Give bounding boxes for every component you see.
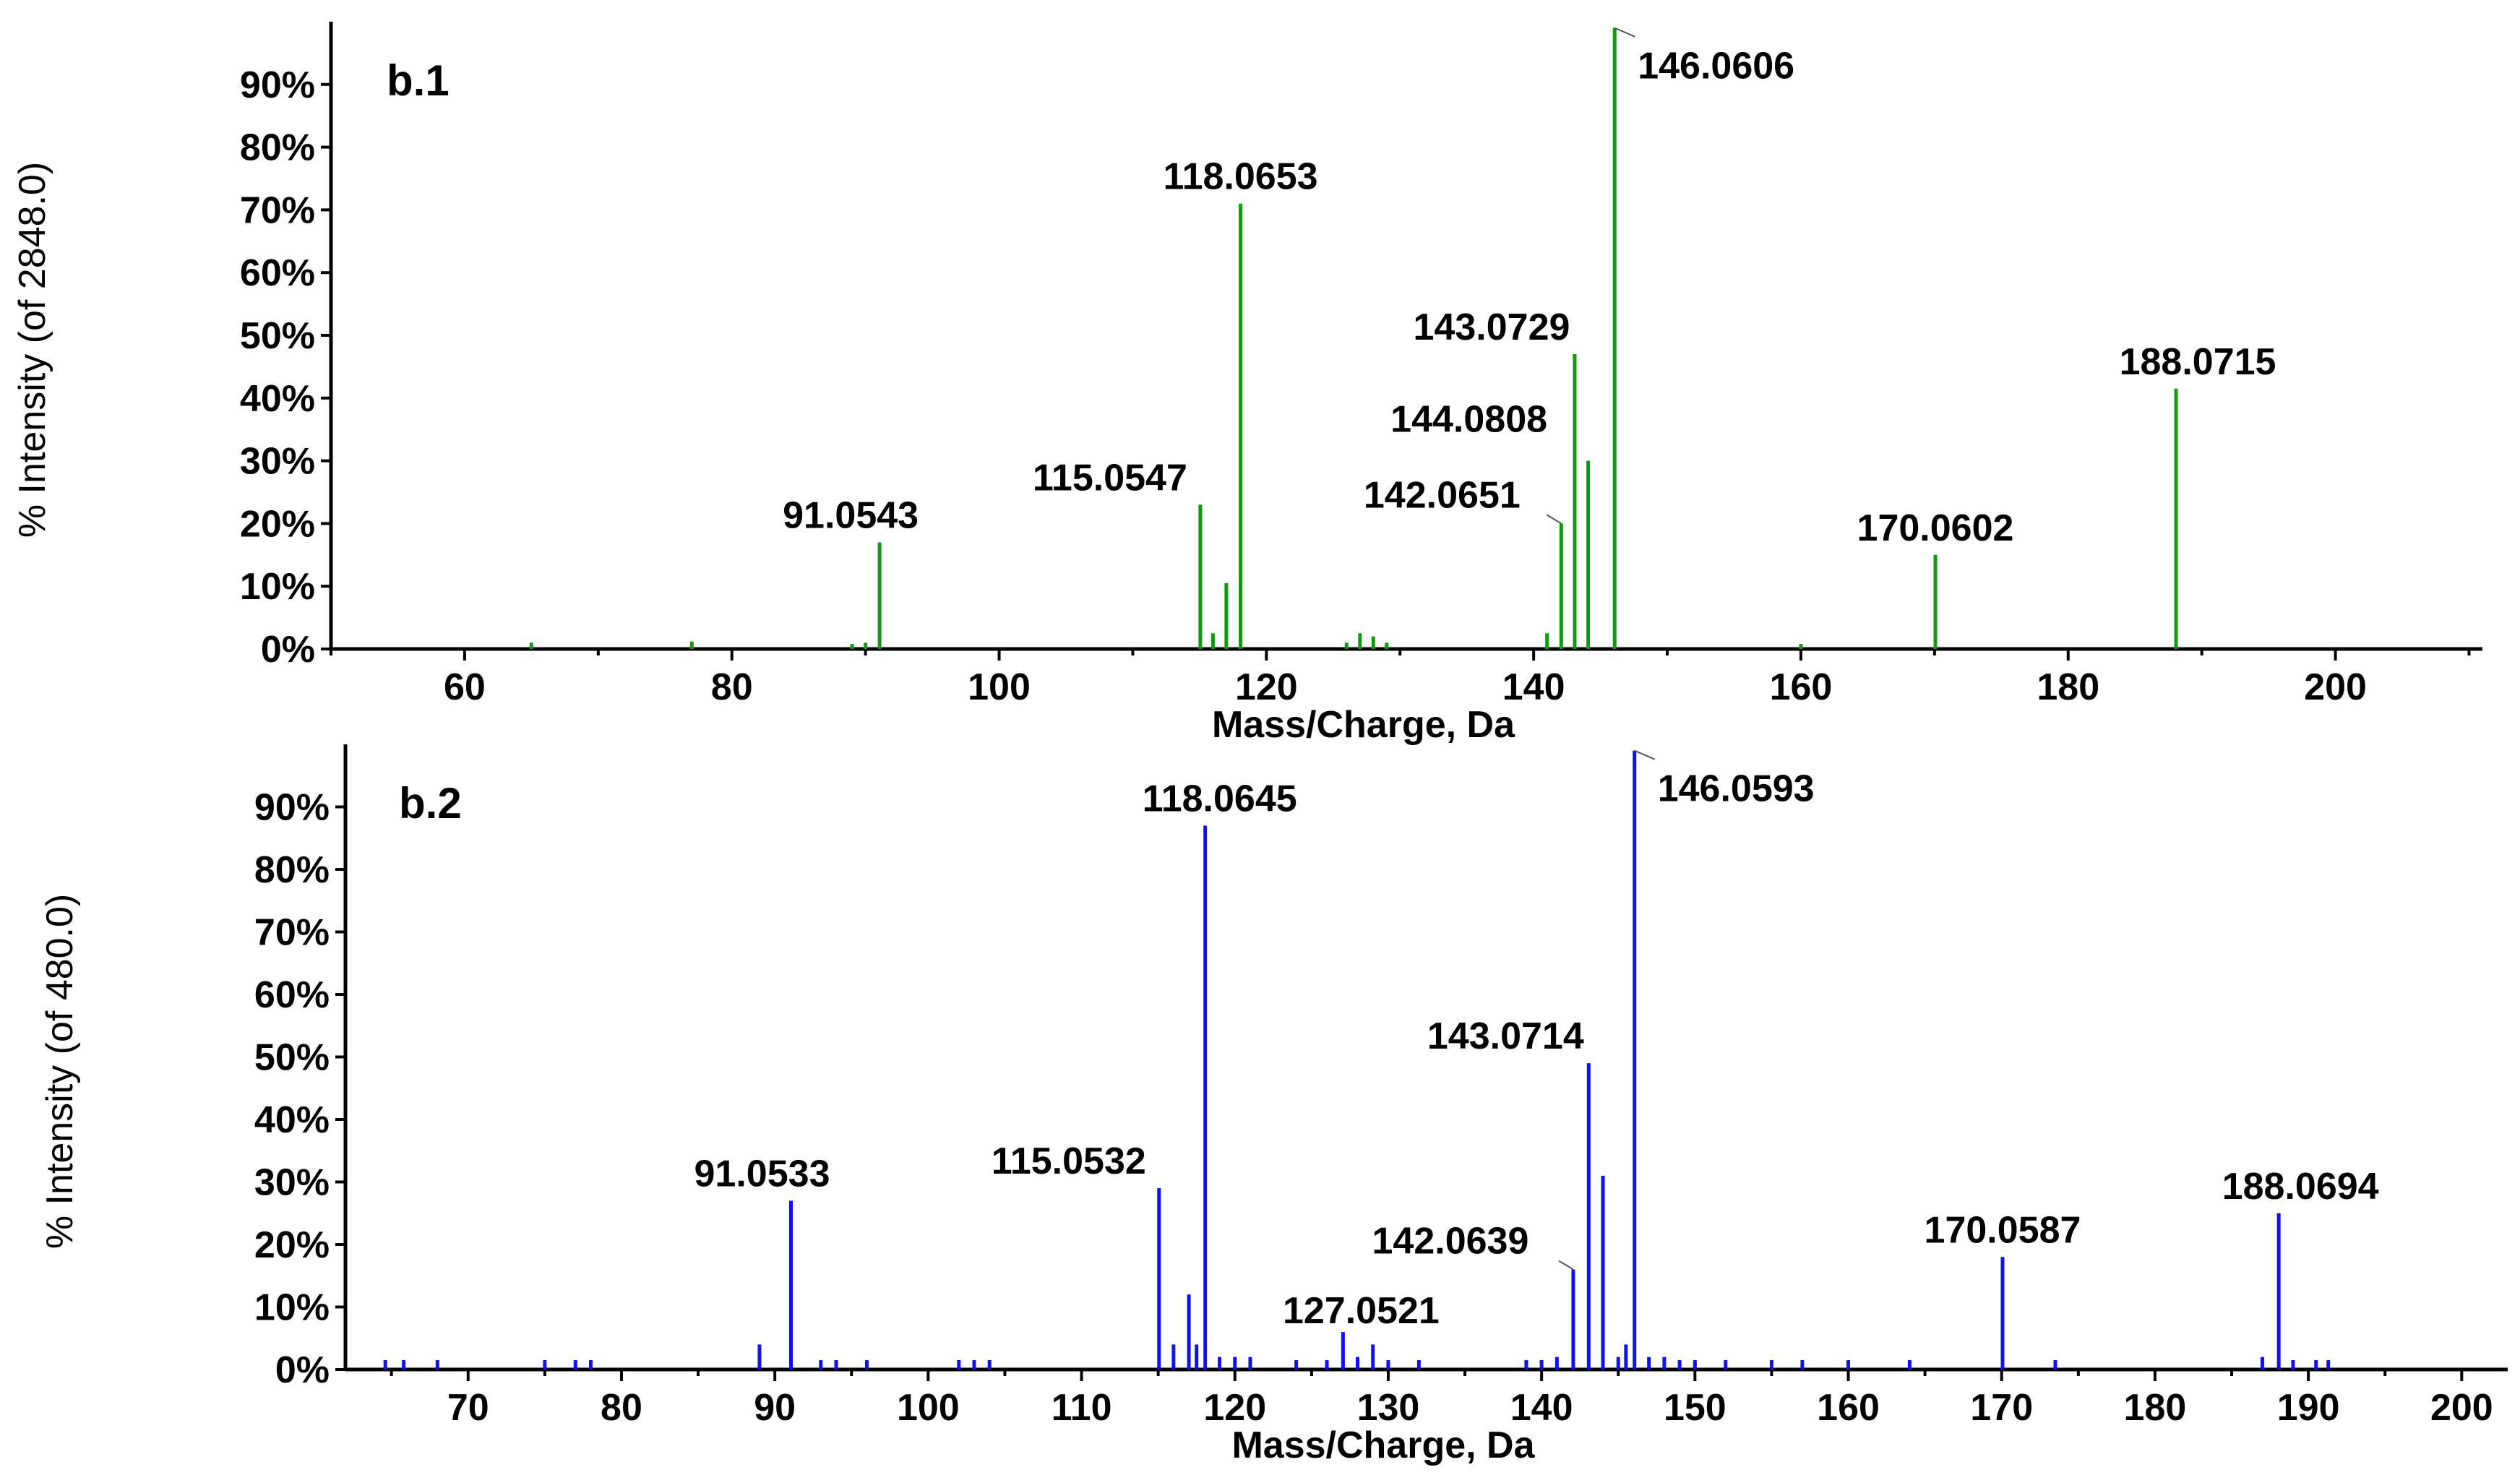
peak-leader-line bbox=[1558, 1260, 1574, 1270]
x-tick-label: 200 bbox=[2304, 666, 2367, 708]
x-tick-label: 130 bbox=[1357, 1387, 1420, 1429]
y-tick-label: 70% bbox=[254, 912, 330, 954]
peak-label: 115.0532 bbox=[992, 1140, 1146, 1182]
y-tick-label: 30% bbox=[240, 441, 315, 483]
peak-label: 143.0729 bbox=[1414, 306, 1570, 348]
peak-label: 127.0521 bbox=[1283, 1290, 1440, 1332]
peak-label: 170.0587 bbox=[1925, 1209, 2081, 1251]
y-tick-label: 90% bbox=[254, 787, 330, 829]
y-tick-label: 80% bbox=[254, 849, 330, 891]
peak-label: 142.0639 bbox=[1372, 1221, 1528, 1263]
peak-label: 144.0808 bbox=[1390, 399, 1547, 441]
peak-label: 118.0645 bbox=[1143, 778, 1297, 820]
y-tick-label: 10% bbox=[240, 566, 315, 608]
x-axis-label: Mass/Charge, Da bbox=[1212, 704, 1515, 746]
peak-label: 170.0602 bbox=[1857, 507, 2014, 549]
x-tick-label: 100 bbox=[968, 666, 1031, 708]
x-tick-label: 80 bbox=[601, 1387, 642, 1429]
peak-label: 142.0651 bbox=[1364, 474, 1521, 516]
x-tick-label: 200 bbox=[2430, 1387, 2493, 1429]
y-tick-label: 50% bbox=[254, 1037, 330, 1079]
peak-label: 91.0543 bbox=[783, 494, 919, 536]
peak-leader-line bbox=[1634, 749, 1656, 760]
y-tick-label: 50% bbox=[240, 315, 315, 357]
y-tick-label: 10% bbox=[254, 1287, 330, 1329]
peak-label: 143.0714 bbox=[1427, 1015, 1584, 1057]
x-tick-label: 100 bbox=[897, 1387, 960, 1429]
y-axis-label: % Intensity (of 2848.0) bbox=[12, 162, 53, 538]
y-tick-label: 90% bbox=[240, 64, 315, 106]
peak-label: 146.0606 bbox=[1638, 46, 1794, 87]
x-tick-label: 150 bbox=[1664, 1387, 1726, 1429]
peak-label: 146.0593 bbox=[1658, 768, 1815, 810]
panel-title: b.2 bbox=[399, 779, 462, 827]
x-tick-label: 120 bbox=[1203, 1387, 1266, 1429]
x-tick-label: 180 bbox=[2124, 1387, 2187, 1429]
y-tick-label: 60% bbox=[240, 252, 315, 294]
x-tick-label: 90 bbox=[754, 1387, 796, 1429]
x-tick-label: 120 bbox=[1235, 666, 1298, 708]
x-tick-label: 70 bbox=[447, 1387, 489, 1429]
y-tick-label: 0% bbox=[261, 629, 315, 671]
spectrum-panel-1: 0% 10% 20% 30% 40% 50% 60% 70% 80% 90% 60 80 100 120 1… bbox=[12, 22, 2482, 746]
x-tick-label: 140 bbox=[1510, 1387, 1573, 1429]
x-tick-label: 80 bbox=[711, 666, 753, 708]
y-tick-label: 20% bbox=[240, 503, 315, 545]
panel-title: b.1 bbox=[387, 56, 450, 105]
spectrum-panel-2: 0% 10% 20% 30% 40% 50% 60% 70% 80% 90% 70 80 90 100 11… bbox=[39, 744, 2508, 1466]
y-tick-label: 30% bbox=[254, 1162, 330, 1204]
peak-leader-line bbox=[1614, 27, 1635, 38]
y-tick-label: 0% bbox=[275, 1349, 330, 1391]
y-tick-label: 60% bbox=[254, 974, 330, 1016]
peak-label: 188.0715 bbox=[2120, 341, 2276, 383]
peak-label: 188.0694 bbox=[2222, 1166, 2379, 1208]
x-tick-label: 110 bbox=[1052, 1387, 1112, 1429]
x-axis-label: Mass/Charge, Da bbox=[1231, 1424, 1535, 1466]
x-tick-label: 60 bbox=[444, 666, 486, 708]
x-tick-label: 190 bbox=[2277, 1387, 2340, 1429]
x-tick-label: 160 bbox=[1817, 1387, 1880, 1429]
peak-label: 115.0547 bbox=[1033, 457, 1187, 499]
x-tick-label: 180 bbox=[2037, 666, 2099, 708]
y-tick-label: 80% bbox=[240, 127, 315, 169]
peak-label: 91.0533 bbox=[694, 1153, 830, 1195]
y-tick-label: 70% bbox=[240, 189, 315, 231]
y-axis-label: % Intensity (of 480.0) bbox=[39, 894, 81, 1249]
y-tick-label: 20% bbox=[254, 1224, 330, 1266]
peak-leader-line bbox=[1546, 514, 1562, 525]
x-tick-label: 160 bbox=[1770, 666, 1833, 708]
x-tick-label: 170 bbox=[1970, 1387, 2033, 1429]
x-tick-label: 140 bbox=[1502, 666, 1565, 708]
y-tick-label: 40% bbox=[240, 378, 315, 420]
y-tick-label: 40% bbox=[254, 1099, 330, 1141]
peak-label: 118.0653 bbox=[1164, 156, 1318, 198]
